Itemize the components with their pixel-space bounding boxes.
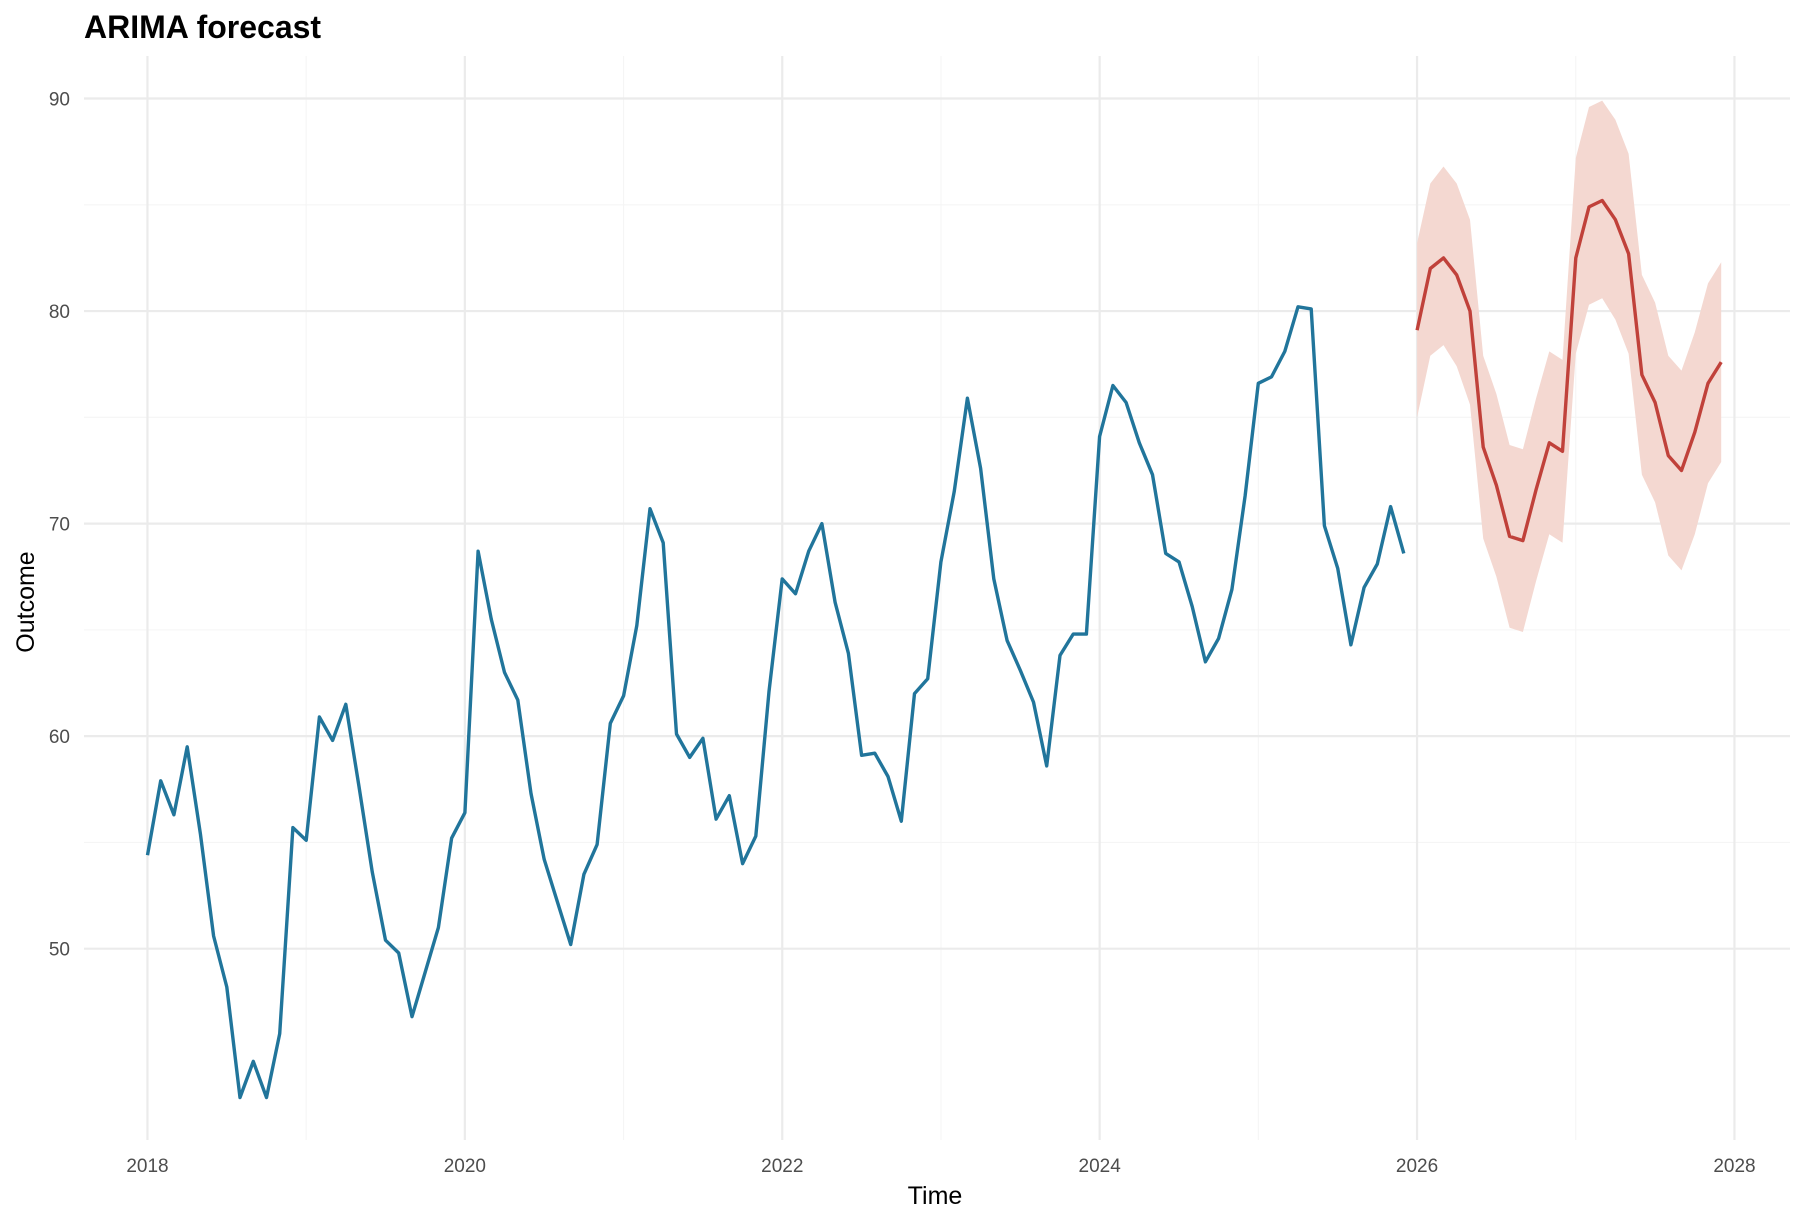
- x-axis-title: Time: [908, 1182, 963, 1210]
- x-tick-label: 2022: [761, 1156, 803, 1177]
- x-tick-label: 2020: [444, 1156, 486, 1177]
- series-line-layer: [145, 198, 1723, 1100]
- forecast-series-line: [1415, 198, 1723, 543]
- y-tick-label: 90: [49, 90, 70, 111]
- y-tick-label: 70: [49, 515, 70, 536]
- x-tick-label: 2026: [1396, 1156, 1438, 1177]
- y-tick-label: 50: [49, 940, 70, 961]
- x-tick-label: 2024: [1079, 1156, 1122, 1177]
- chart-title: ARIMA forecast: [84, 9, 321, 45]
- y-tick-label: 80: [49, 302, 70, 323]
- tick-label-layer: 2018 2020 2022 2024 2026 2028 50 60 70 80 90: [49, 90, 1756, 1177]
- y-tick-label: 60: [49, 727, 70, 748]
- observed-series-line: [145, 305, 1406, 1100]
- x-tick-label: 2028: [1713, 1156, 1755, 1177]
- y-axis-title: Outcome: [12, 551, 40, 652]
- x-tick-label: 2018: [126, 1156, 168, 1177]
